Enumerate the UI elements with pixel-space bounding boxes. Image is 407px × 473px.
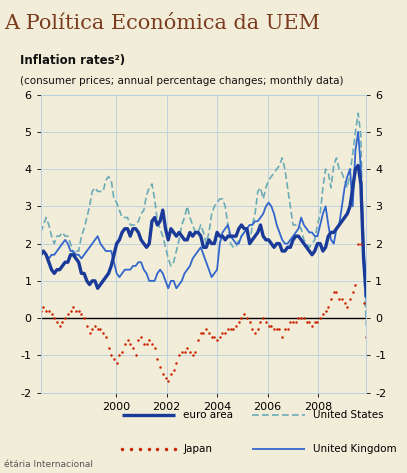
- Text: (consumer prices; annual percentage changes; monthly data): (consumer prices; annual percentage chan…: [20, 76, 344, 86]
- Text: étária Internacional: étária Internacional: [4, 460, 93, 469]
- Text: euro area: euro area: [183, 410, 233, 420]
- Text: United Kingdom: United Kingdom: [313, 444, 397, 454]
- Text: Inflation rates²): Inflation rates²): [20, 54, 125, 67]
- Text: Japan: Japan: [183, 444, 212, 454]
- Text: A Política Económica da UEM: A Política Económica da UEM: [4, 14, 320, 33]
- Text: United States: United States: [313, 410, 384, 420]
